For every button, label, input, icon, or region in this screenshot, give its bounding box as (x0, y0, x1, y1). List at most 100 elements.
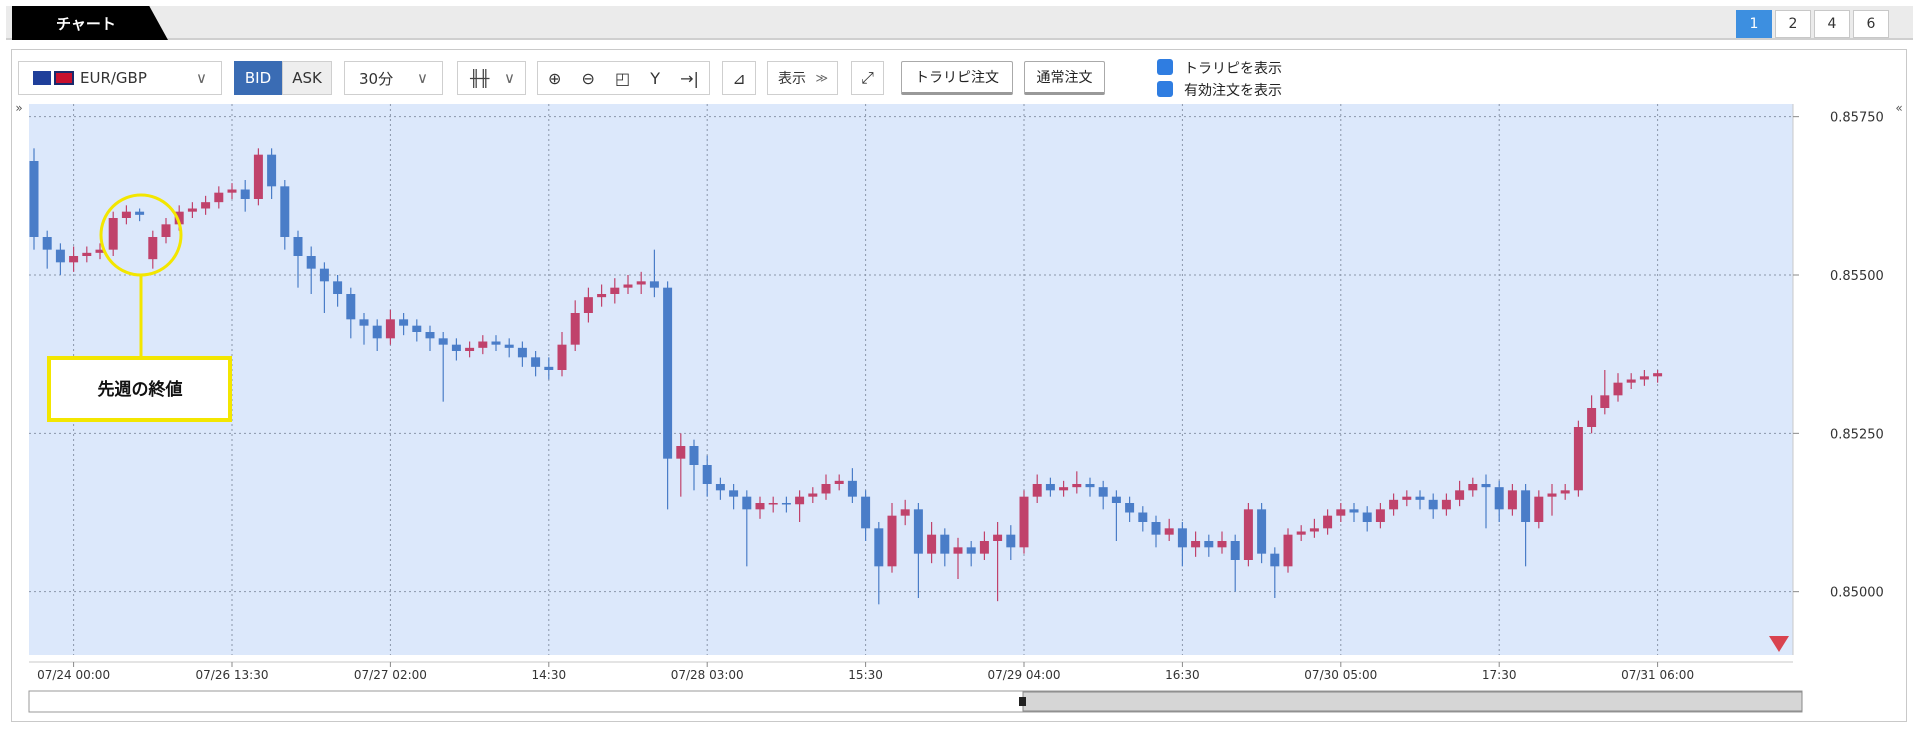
candle-body (861, 496, 871, 529)
page-button[interactable]: 2 (1775, 10, 1811, 38)
candle-body (913, 509, 923, 554)
candle-body (148, 237, 158, 260)
candle-body (1481, 484, 1491, 488)
checkbox[interactable] (1157, 59, 1173, 75)
page-button[interactable]: 4 (1814, 10, 1850, 38)
y-tick-label: 0.85750 (1830, 111, 1884, 126)
page-button[interactable]: 1 (1736, 10, 1772, 38)
candle-body (887, 515, 897, 567)
candle-body (1336, 509, 1346, 516)
display: 表示 (778, 71, 806, 87)
candle-body (1507, 490, 1517, 510)
candle-body (1059, 487, 1069, 491)
candle-body (491, 341, 501, 345)
candle-body (781, 503, 791, 505)
y-lock[interactable]: Y (650, 68, 661, 88)
candle-body (1019, 496, 1029, 548)
candle-body (1441, 499, 1451, 510)
flag-eu (33, 71, 51, 85)
candle-body (280, 186, 290, 237)
x-tick-label: 07/27 02:00 (354, 668, 427, 682)
display-select[interactable]: 表示 ≫ (767, 61, 838, 95)
candle-body (808, 493, 818, 497)
candle-body (689, 446, 699, 465)
candle-body (966, 547, 976, 554)
normal-order-button[interactable]: 通常注文 (1024, 61, 1105, 95)
candle-body (1098, 487, 1108, 497)
candle-body (1468, 484, 1478, 491)
candle-body (702, 465, 712, 484)
candle-body (953, 547, 963, 554)
marker-triangle (1769, 636, 1789, 652)
candle-body (319, 268, 329, 282)
candle-body (1125, 503, 1135, 513)
candle-body (1085, 484, 1095, 488)
candle-body (1349, 509, 1359, 513)
candle-body (306, 256, 316, 269)
candle-body (544, 366, 554, 370)
candle-body (1045, 484, 1055, 491)
candle-body (267, 154, 277, 187)
trarepi-order-button[interactable]: トラリピ注文 (901, 61, 1013, 95)
tab[interactable]: チャート (12, 6, 168, 40)
zoom-in[interactable]: ⊕ (548, 68, 562, 88)
candle-body (1600, 395, 1610, 408)
chart-type-select[interactable]: ╫╫ ∨ (457, 61, 526, 95)
candle-body (940, 534, 950, 554)
annotation-box (47, 356, 232, 422)
candle-body (517, 347, 527, 358)
page-button[interactable]: 6 (1853, 10, 1889, 38)
collapse-left[interactable]: » (15, 101, 22, 115)
ask-button[interactable]: ASK (282, 61, 332, 95)
x-tick-label: 07/24 00:00 (37, 668, 110, 682)
checkbox[interactable] (1157, 81, 1173, 97)
candle-body (1111, 496, 1121, 503)
checkbox-label: 有効注文を表示 (1184, 83, 1282, 99)
candle-body (1138, 512, 1148, 522)
candle-body (1217, 541, 1227, 548)
candle-body (1177, 528, 1187, 548)
candle-body (1626, 379, 1636, 383)
candle-body (900, 509, 910, 516)
candle-body (1402, 496, 1412, 500)
candle-body (742, 496, 752, 510)
x-tick-label: 07/30 05:00 (1304, 668, 1377, 682)
candle-body (1587, 408, 1597, 427)
candle-body (610, 287, 620, 294)
candle-body (372, 325, 382, 339)
scroll-thumb[interactable] (1022, 691, 1803, 712)
candle-body (121, 211, 131, 218)
candle-body (1560, 490, 1570, 494)
candle-body (1455, 490, 1465, 500)
expand-button[interactable]: ⤢ (851, 61, 884, 95)
candle-body (187, 208, 197, 212)
symbol: EUR/GBP (80, 69, 147, 87)
candle-body (1164, 528, 1174, 535)
interval-select[interactable]: 30分 ∨ (344, 61, 443, 95)
x-tick-label: 15:30 (848, 668, 883, 682)
indicator-button[interactable]: ⊿ (722, 61, 756, 95)
candle-body (95, 249, 105, 253)
candle-body (1032, 484, 1042, 497)
candle-body (425, 332, 435, 339)
candle-body (755, 503, 765, 510)
symbol-select[interactable]: EUR/GBP ∨ (18, 61, 222, 95)
chevron: ≫ (815, 71, 828, 85)
candle-body (583, 297, 593, 313)
scroll-handle[interactable] (1019, 697, 1026, 706)
checkbox-label: トラリピを表示 (1184, 61, 1282, 77)
candle-body (1639, 376, 1649, 380)
fit[interactable]: ◰ (615, 68, 631, 88)
scroll-end[interactable]: →| (680, 68, 699, 88)
x-tick-label: 17:30 (1482, 668, 1517, 682)
candle-body (227, 189, 237, 193)
candle-body (359, 319, 369, 326)
candle-body (333, 281, 343, 294)
zoom-out[interactable]: ⊖ (581, 68, 595, 88)
collapse-right[interactable]: « (1895, 101, 1902, 115)
candle-body (1573, 427, 1583, 491)
candle-body (1204, 541, 1214, 548)
candle-body (451, 344, 461, 351)
candle-body (1389, 499, 1399, 510)
bid-button[interactable]: BID (234, 61, 282, 95)
